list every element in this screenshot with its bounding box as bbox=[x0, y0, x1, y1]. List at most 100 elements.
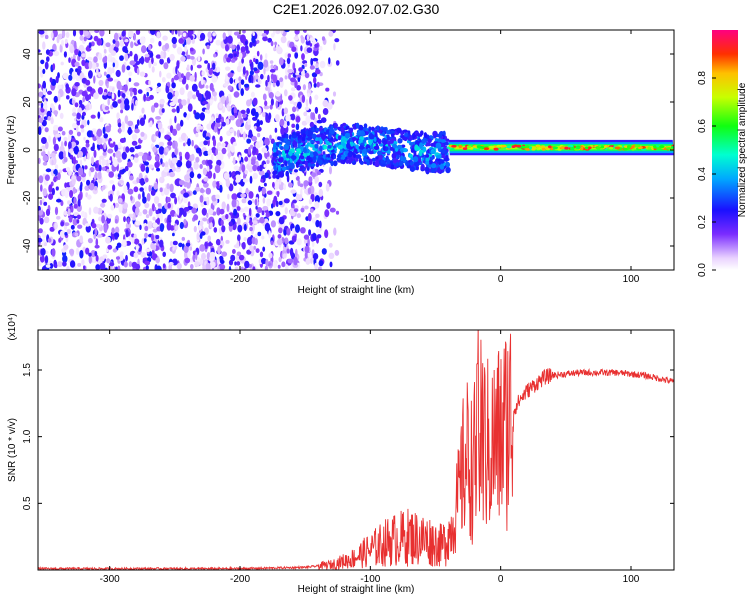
signal-onset-cell bbox=[285, 133, 289, 140]
signal-onset-cell bbox=[439, 163, 445, 170]
spectrogram-y-tick-label: 20 bbox=[22, 96, 33, 108]
signal-onset-cell bbox=[330, 125, 334, 131]
noise-speckle bbox=[176, 123, 181, 131]
noise-speckle bbox=[301, 53, 305, 61]
noise-speckle bbox=[42, 41, 46, 50]
noise-speckle bbox=[259, 120, 263, 126]
noise-speckle bbox=[288, 95, 293, 101]
noise-speckle bbox=[264, 265, 268, 270]
noise-speckle bbox=[148, 60, 152, 69]
noise-speckle bbox=[103, 48, 107, 54]
noise-speckle bbox=[202, 217, 208, 222]
noise-speckle bbox=[90, 114, 96, 119]
noise-speckle bbox=[213, 95, 217, 102]
noise-speckle bbox=[93, 149, 97, 158]
noise-speckle bbox=[267, 74, 270, 83]
noise-speckle bbox=[251, 75, 254, 84]
noise-speckle bbox=[204, 136, 210, 141]
noise-speckle bbox=[195, 156, 200, 163]
noise-speckle bbox=[284, 75, 288, 80]
noise-speckle bbox=[144, 225, 149, 232]
noise-speckle bbox=[112, 248, 118, 253]
noise-speckle bbox=[209, 99, 214, 104]
noise-speckle bbox=[315, 63, 319, 69]
noise-speckle bbox=[153, 135, 157, 140]
noise-speckle bbox=[159, 176, 165, 184]
noise-speckle bbox=[174, 147, 178, 156]
noise-speckle bbox=[181, 236, 185, 241]
signal-onset-cell bbox=[382, 139, 387, 145]
noise-speckle bbox=[309, 43, 313, 47]
noise-speckle bbox=[202, 167, 207, 176]
noise-speckle bbox=[49, 152, 56, 158]
noise-speckle bbox=[184, 151, 190, 160]
noise-speckle bbox=[242, 66, 246, 75]
noise-speckle bbox=[167, 196, 171, 203]
noise-speckle bbox=[142, 266, 147, 270]
noise-speckle bbox=[264, 100, 268, 107]
noise-speckle bbox=[328, 242, 333, 248]
noise-speckle bbox=[207, 31, 212, 39]
noise-speckle bbox=[316, 81, 320, 88]
noise-speckle bbox=[241, 198, 247, 204]
noise-speckle bbox=[117, 173, 121, 178]
noise-speckle bbox=[195, 251, 198, 261]
noise-speckle bbox=[96, 128, 103, 137]
noise-speckle bbox=[149, 37, 155, 44]
noise-speckle bbox=[303, 234, 310, 240]
noise-speckle bbox=[293, 256, 298, 266]
noise-speckle bbox=[311, 172, 317, 178]
noise-speckle bbox=[51, 159, 54, 166]
noise-speckle bbox=[241, 58, 245, 64]
noise-speckle bbox=[217, 257, 220, 266]
noise-speckle bbox=[131, 140, 138, 146]
noise-speckle bbox=[117, 265, 121, 270]
noise-speckle bbox=[174, 30, 178, 35]
noise-speckle bbox=[298, 67, 303, 72]
noise-speckle bbox=[116, 242, 122, 248]
noise-speckle bbox=[321, 248, 327, 255]
noise-speckle bbox=[88, 30, 95, 34]
noise-speckle bbox=[318, 45, 323, 51]
noise-speckle bbox=[220, 259, 225, 264]
noise-speckle bbox=[259, 216, 265, 224]
signal-peak-cell bbox=[550, 147, 554, 151]
noise-speckle bbox=[87, 194, 92, 200]
noise-speckle bbox=[68, 170, 72, 176]
noise-speckle bbox=[141, 238, 145, 246]
noise-speckle bbox=[221, 251, 228, 257]
snr-y-tick-label: 0.5 bbox=[22, 496, 33, 510]
noise-speckle bbox=[142, 209, 148, 215]
noise-speckle bbox=[251, 236, 256, 245]
noise-speckle bbox=[120, 109, 124, 114]
noise-speckle bbox=[169, 118, 172, 126]
noise-speckle bbox=[304, 188, 308, 194]
noise-speckle bbox=[62, 261, 67, 267]
noise-speckle bbox=[305, 98, 309, 108]
noise-speckle bbox=[72, 156, 76, 165]
noise-speckle bbox=[85, 79, 91, 86]
signal-onset-cell bbox=[420, 163, 425, 171]
noise-speckle bbox=[127, 120, 134, 127]
noise-speckle bbox=[183, 112, 187, 118]
signal-onset-cell bbox=[334, 123, 338, 128]
noise-speckle bbox=[145, 87, 151, 92]
noise-speckle bbox=[127, 217, 130, 225]
signal-peak-cell bbox=[462, 147, 468, 151]
noise-speckle bbox=[133, 82, 140, 87]
noise-speckle bbox=[124, 84, 128, 92]
noise-speckle bbox=[179, 87, 185, 96]
noise-speckle bbox=[144, 186, 148, 192]
signal-peak-cell bbox=[501, 144, 507, 148]
noise-speckle bbox=[110, 204, 115, 211]
noise-speckle bbox=[152, 216, 156, 221]
noise-speckle bbox=[213, 53, 217, 58]
noise-speckle bbox=[231, 44, 236, 50]
noise-speckle bbox=[227, 72, 234, 78]
signal-peak-cell bbox=[541, 147, 546, 151]
noise-speckle bbox=[117, 198, 123, 203]
noise-speckle bbox=[293, 208, 299, 213]
snr-x-tick-label: -200 bbox=[230, 574, 250, 585]
noise-speckle bbox=[267, 156, 270, 161]
noise-speckle bbox=[103, 92, 107, 96]
